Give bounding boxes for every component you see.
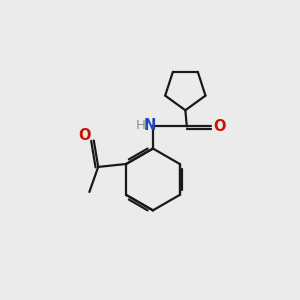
Text: O: O — [79, 128, 91, 142]
Text: H: H — [136, 119, 146, 132]
Text: O: O — [213, 119, 225, 134]
Text: N: N — [144, 118, 156, 133]
